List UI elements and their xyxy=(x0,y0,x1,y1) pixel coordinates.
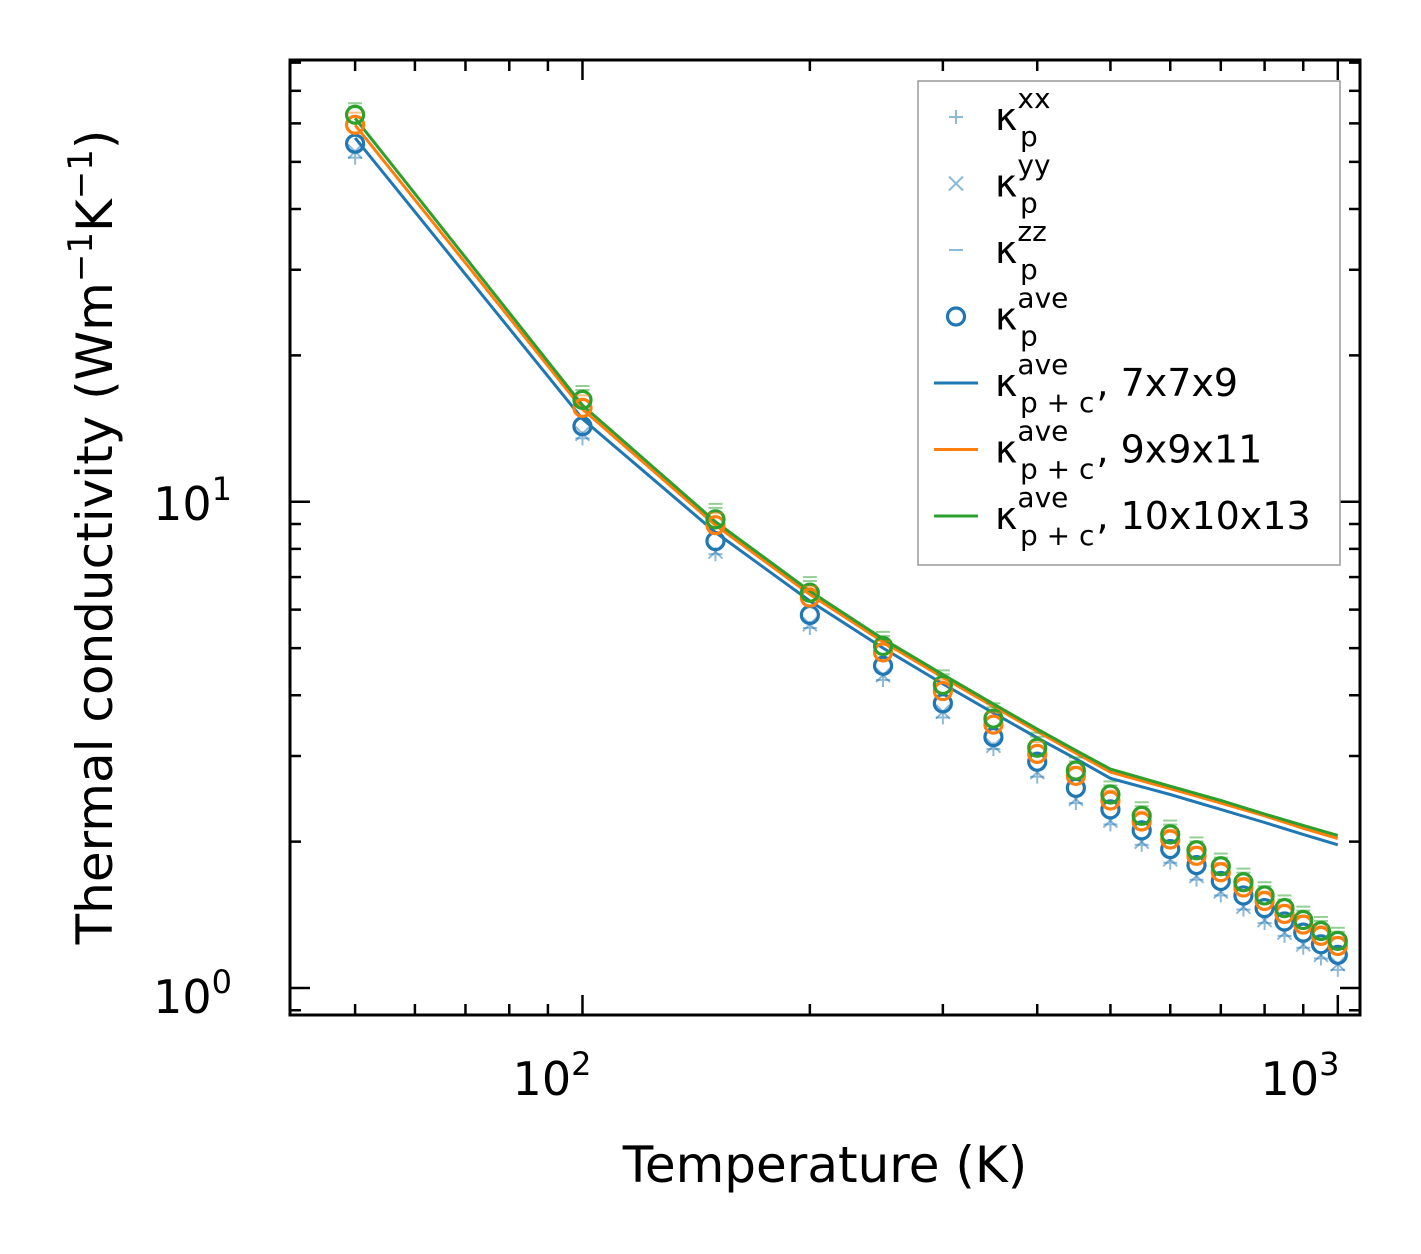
y-tick-label-10: 101 xyxy=(153,470,232,531)
legend-label: κxx p xyxy=(995,82,1051,153)
point-ave-markers-300 xyxy=(932,674,953,696)
legend-entry-2: κzz p xyxy=(949,215,1047,286)
point-ave-markers-400 xyxy=(1027,737,1048,758)
legend-entry-1: κyy p xyxy=(948,149,1051,220)
point-ave-markers-50 xyxy=(344,133,366,154)
point-component-plus-800 xyxy=(1257,916,1272,931)
legend-entry-5: κave p + c, 9x9x11 xyxy=(934,415,1262,486)
legend-x-swatch xyxy=(948,175,964,192)
plot-area xyxy=(288,58,1362,1017)
x-tick-labels: 102 103 xyxy=(513,1045,1340,1106)
point-ave-markers-600 xyxy=(1160,824,1181,845)
series-points xyxy=(344,102,1348,977)
point-ave-markers-700 xyxy=(1210,870,1231,892)
x-tick-label-1000: 103 xyxy=(1261,1045,1340,1106)
point-ave-markers-850 xyxy=(1274,911,1295,932)
line-κp+c^ave, 10x10x13 xyxy=(353,117,1339,837)
axis-ticks xyxy=(290,60,1360,1015)
point-ave-markers-200 xyxy=(799,582,820,603)
legend-label: κyy p xyxy=(995,149,1051,220)
point-ave-markers-150 xyxy=(705,515,726,536)
legend-entry-6: κave p + c, 10x10x13 xyxy=(934,481,1311,552)
legend-label: κave p + c, 10x10x13 xyxy=(995,481,1311,552)
point-ave-markers-250 xyxy=(872,642,894,663)
point-ave-markers-750 xyxy=(1233,885,1254,906)
point-ave-markers-550 xyxy=(1131,811,1152,832)
y-tick-labels: 100 101 xyxy=(153,470,232,1024)
point-ave-markers-600 xyxy=(1160,839,1181,860)
y-tick-label-1: 100 xyxy=(153,963,232,1024)
point-ave-markers-400 xyxy=(1027,751,1048,772)
point-ave-markers-250 xyxy=(872,655,894,676)
legend-label: κave p xyxy=(995,282,1068,353)
point-ave-markers-300 xyxy=(932,680,953,702)
point-ave-markers-150 xyxy=(705,509,726,530)
point-ave-markers-750 xyxy=(1233,872,1254,893)
legend-entry-0: κxx p xyxy=(949,82,1051,153)
point-ave-markers-50 xyxy=(344,114,366,135)
point-ave-markers-100 xyxy=(572,397,593,418)
x-axis-title: Temperature (K) xyxy=(622,1136,1027,1194)
point-ave-markers-100 xyxy=(572,389,593,410)
point-ave-markers-1000 xyxy=(1327,944,1348,965)
point-ave-markers-500 xyxy=(1100,790,1121,811)
point-ave-markers-650 xyxy=(1186,854,1207,876)
x-tick-label-100: 102 xyxy=(513,1045,592,1106)
point-ave-markers-350 xyxy=(983,708,1004,729)
plot-frame xyxy=(288,58,1362,1017)
point-ave-markers-400 xyxy=(1027,743,1048,765)
legend-label: κave p + c, 7x7x9 xyxy=(995,348,1238,419)
line-κp+c^ave, 9x9x11 xyxy=(353,124,1339,840)
legend-circle-swatch xyxy=(945,306,967,327)
y-axis-title: Thermal conductivity (Wm−1K−1) xyxy=(61,130,124,946)
legend-label: κzz p xyxy=(995,215,1047,286)
point-ave-markers-550 xyxy=(1131,820,1152,841)
legend-entry-3: κave p xyxy=(945,282,1068,353)
legend-box xyxy=(917,80,1341,566)
point-ave-markers-250 xyxy=(872,635,894,657)
legend-entry-4: κave p + c, 7x7x9 xyxy=(934,348,1238,419)
point-ave-markers-350 xyxy=(983,714,1004,735)
legend-label: κave p + c, 9x9x11 xyxy=(995,415,1262,486)
point-ave-markers-950 xyxy=(1310,920,1332,942)
point-ave-markers-800 xyxy=(1254,897,1275,919)
legend-x-swatch-b xyxy=(948,175,964,192)
point-ave-markers-550 xyxy=(1131,805,1152,826)
legend-plus-swatch xyxy=(949,110,963,124)
point-ave-markers-500 xyxy=(1100,799,1121,820)
